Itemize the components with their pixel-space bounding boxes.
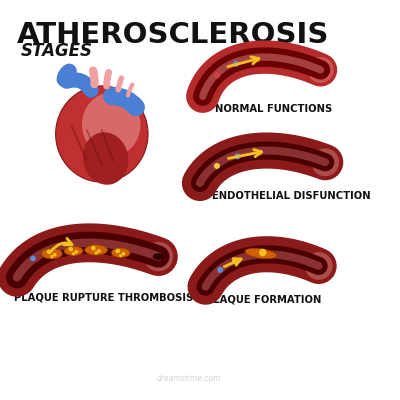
Circle shape (119, 254, 122, 257)
FancyArrowPatch shape (67, 80, 91, 90)
Circle shape (149, 248, 168, 266)
Text: dreamstime.com: dreamstime.com (156, 374, 221, 383)
Ellipse shape (42, 248, 62, 259)
Circle shape (144, 242, 173, 271)
Circle shape (53, 253, 56, 256)
Ellipse shape (83, 132, 128, 185)
FancyArrowPatch shape (118, 78, 122, 90)
Circle shape (234, 153, 240, 159)
Circle shape (74, 250, 78, 254)
Ellipse shape (111, 248, 130, 258)
Circle shape (47, 250, 51, 254)
FancyArrowPatch shape (106, 72, 108, 86)
Circle shape (232, 258, 238, 264)
FancyArrowPatch shape (112, 96, 136, 107)
Circle shape (257, 150, 263, 156)
Circle shape (305, 252, 332, 280)
Circle shape (142, 240, 174, 272)
Circle shape (68, 247, 73, 251)
Circle shape (217, 267, 223, 273)
Text: PLAQUE FORMATION: PLAQUE FORMATION (206, 294, 321, 304)
Circle shape (254, 56, 260, 62)
Circle shape (308, 57, 334, 83)
Text: STAGES: STAGES (21, 42, 93, 60)
Circle shape (259, 249, 266, 256)
Circle shape (30, 256, 36, 261)
Circle shape (94, 251, 98, 254)
Circle shape (116, 248, 120, 253)
FancyArrowPatch shape (64, 71, 69, 79)
Circle shape (214, 163, 220, 169)
FancyArrowPatch shape (128, 84, 132, 96)
Circle shape (91, 246, 96, 250)
FancyArrowPatch shape (93, 71, 94, 84)
Circle shape (311, 148, 339, 176)
Circle shape (312, 62, 329, 78)
Text: PLAQUE RUPTURE THROMBOSIS: PLAQUE RUPTURE THROMBOSIS (14, 292, 193, 302)
Ellipse shape (153, 253, 164, 260)
Text: ENDOTHELIAL DISFUNCTION: ENDOTHELIAL DISFUNCTION (212, 190, 371, 200)
Circle shape (97, 249, 101, 253)
Text: NORMAL FUNCTIONS: NORMAL FUNCTIONS (215, 104, 332, 114)
Text: ATHEROSCLEROSIS: ATHEROSCLEROSIS (17, 21, 329, 49)
Circle shape (214, 72, 220, 78)
Circle shape (122, 252, 125, 256)
Ellipse shape (82, 92, 140, 157)
Circle shape (318, 155, 333, 170)
Ellipse shape (56, 86, 148, 182)
Circle shape (233, 61, 239, 67)
Circle shape (311, 258, 326, 274)
Ellipse shape (85, 245, 108, 255)
Circle shape (310, 147, 340, 177)
Ellipse shape (64, 246, 83, 256)
Ellipse shape (245, 248, 277, 259)
Circle shape (72, 252, 75, 256)
Circle shape (306, 56, 335, 84)
Circle shape (304, 251, 334, 281)
Circle shape (50, 255, 54, 258)
